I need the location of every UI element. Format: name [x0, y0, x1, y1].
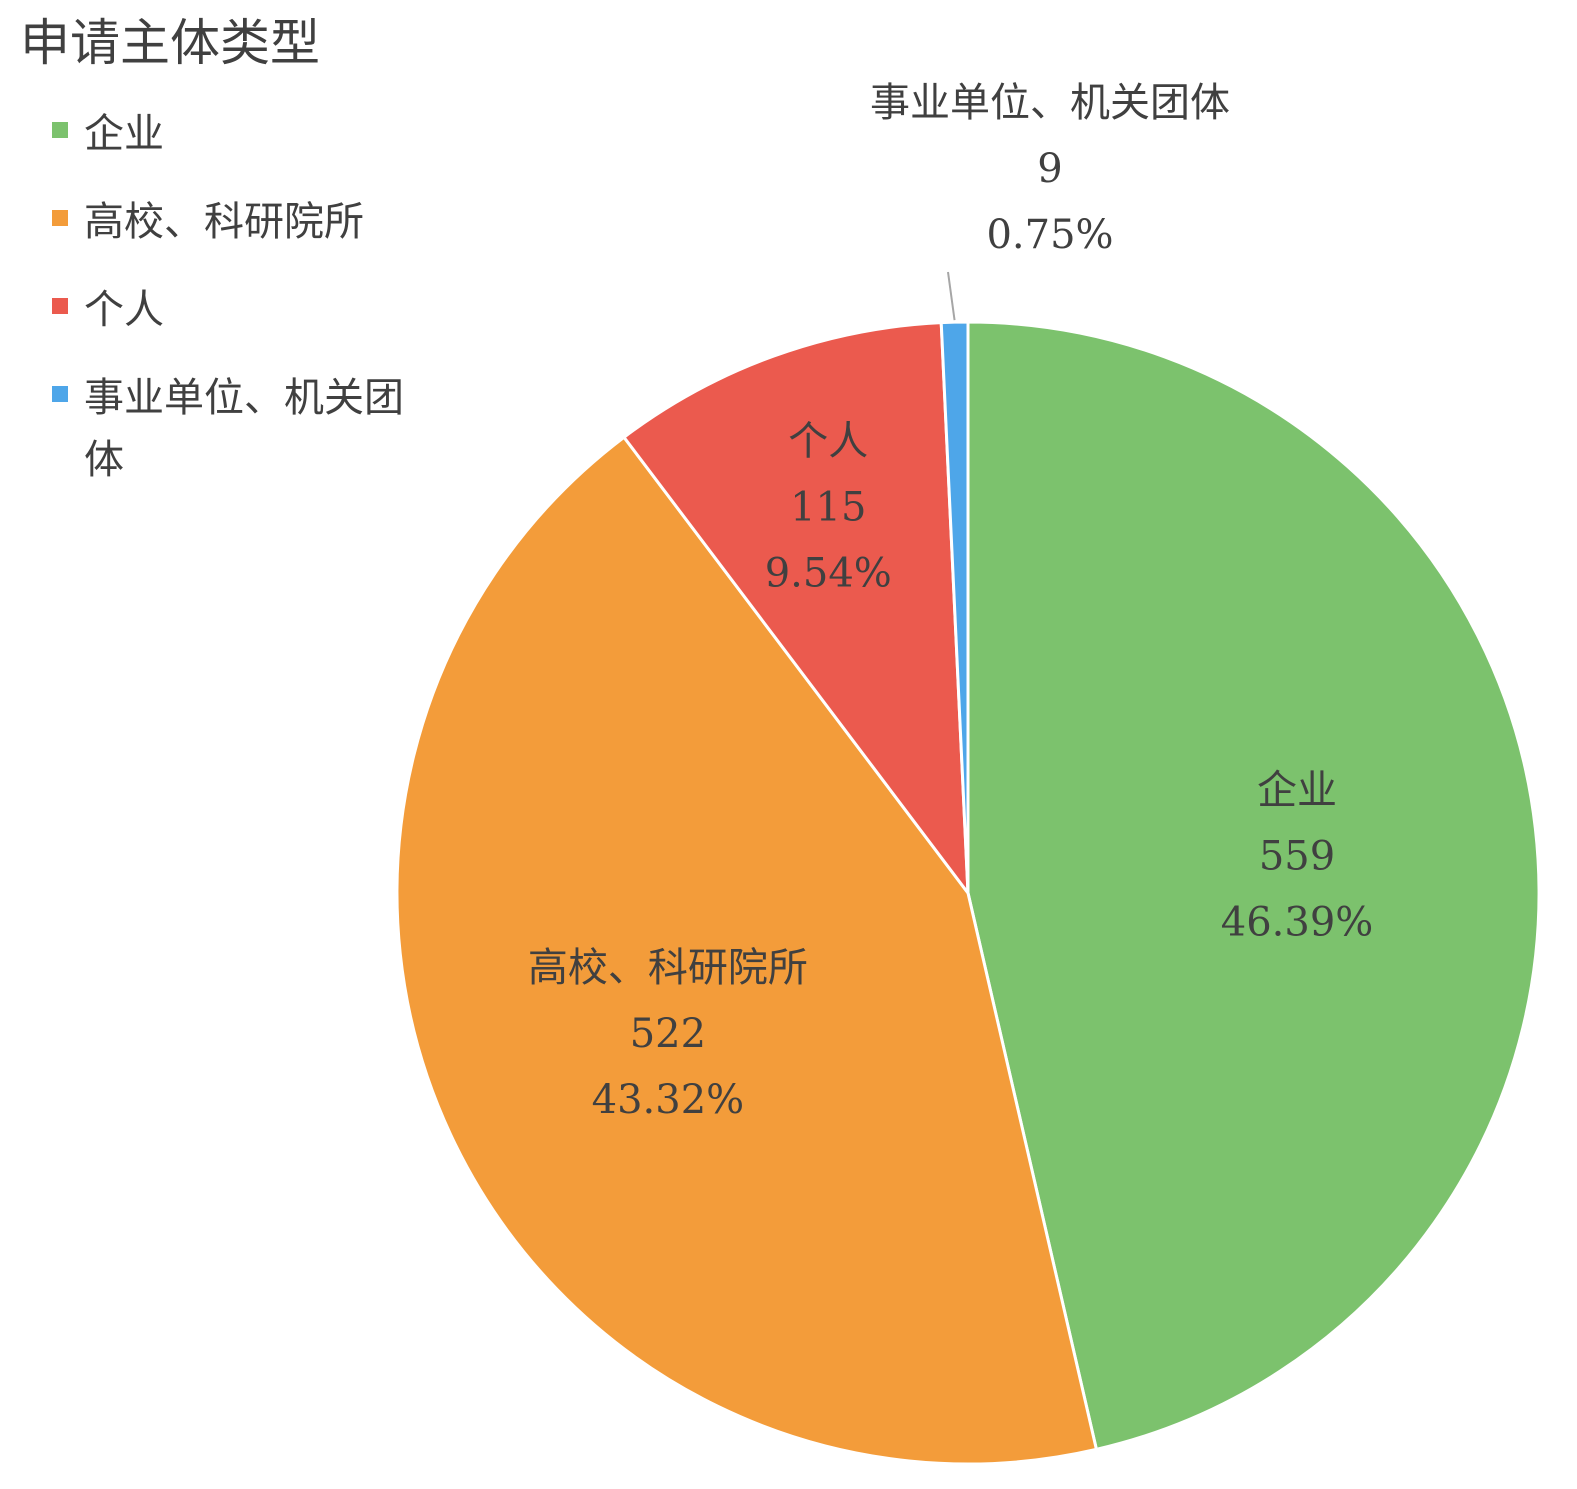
- data-label-category-0: 企业: [1257, 768, 1337, 814]
- legend-label-1: 高校、科研院所: [84, 199, 364, 245]
- legend-marker-1: [52, 210, 68, 226]
- legend-label-2: 个人: [84, 287, 164, 333]
- data-label-value-3: 9: [1037, 146, 1062, 192]
- data-label-category-1: 高校、科研院所: [528, 945, 808, 991]
- data-label-percent-1: 43.32%: [592, 1077, 745, 1123]
- legend-label-0: 企业: [84, 111, 164, 157]
- legend-marker-0: [52, 122, 68, 138]
- pie-slices: [395, 320, 1541, 1466]
- chart-title: 申请主体类型: [20, 14, 320, 72]
- data-label-value-2: 115: [790, 484, 866, 530]
- legend-marker-3: [52, 386, 68, 402]
- data-label-category-2: 个人: [788, 418, 868, 464]
- data-label-value-1: 522: [630, 1011, 706, 1057]
- legend-marker-2: [52, 298, 68, 314]
- data-label-percent-3: 0.75%: [986, 212, 1113, 258]
- leader-line-3: [947, 271, 956, 321]
- legend-label-3-line-0: 事业单位、机关团: [84, 375, 404, 421]
- pie-slice-2: [621, 321, 970, 898]
- pie-slice-3: [939, 320, 970, 894]
- leader-lines: [947, 271, 956, 321]
- data-labels: 企业 559 46.39% 高校、科研院所 522 43.32% 个人 115 9.54% 事业单…: [528, 80, 1373, 1123]
- legend-label-3-line-1: 体: [84, 437, 124, 483]
- data-label-percent-0: 46.39%: [1221, 900, 1374, 946]
- data-label-value-0: 559: [1259, 834, 1335, 880]
- pie-slice-1: [395, 435, 1099, 1466]
- data-label-category-3: 事业单位、机关团体: [870, 80, 1230, 126]
- pie-slice-0: [966, 320, 1541, 1452]
- data-label-percent-2: 9.54%: [765, 550, 892, 596]
